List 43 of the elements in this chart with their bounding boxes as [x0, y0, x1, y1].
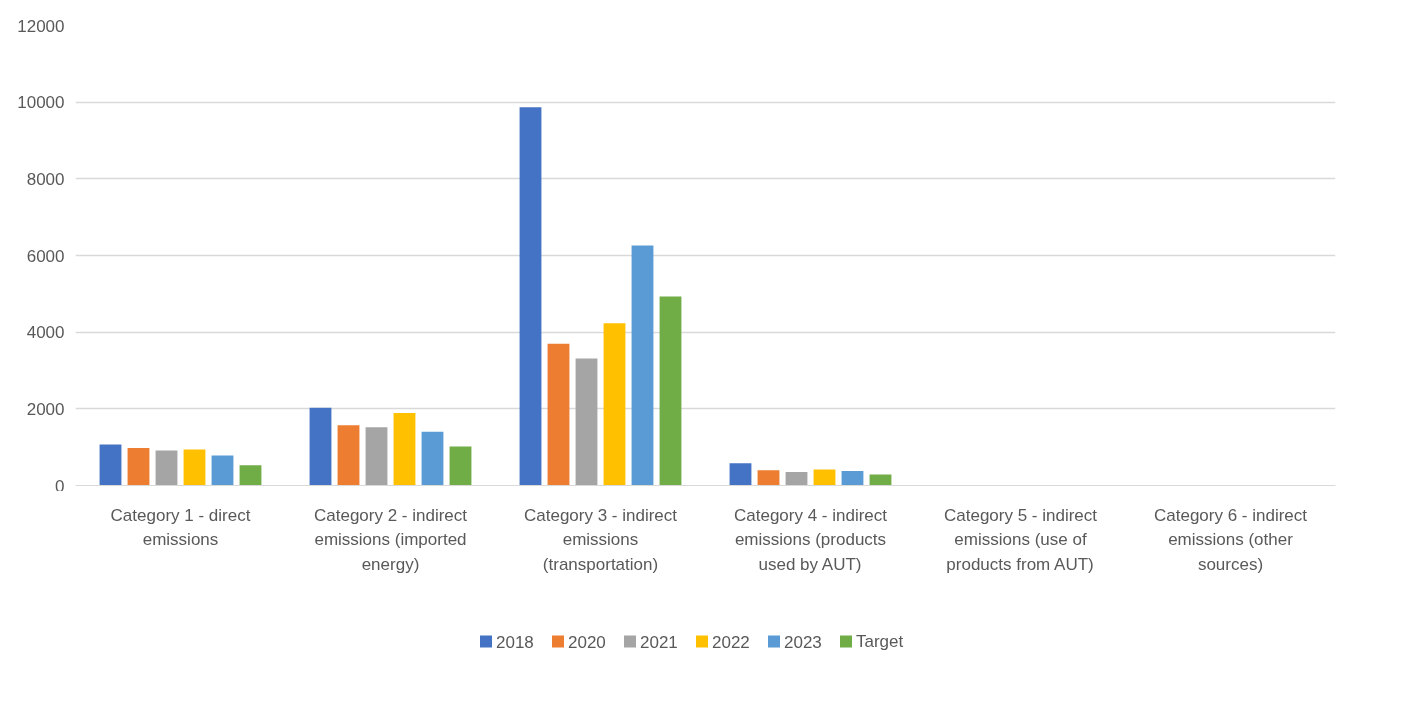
legend-label: 2020 — [568, 632, 606, 652]
y-tick-label: 2000 — [26, 399, 65, 419]
bar — [813, 469, 836, 486]
y-tick-label: 12000 — [17, 16, 65, 36]
legend-label: 2022 — [712, 632, 750, 652]
bar — [603, 323, 626, 486]
bar — [757, 470, 780, 486]
bar — [631, 245, 654, 486]
bar — [659, 296, 682, 486]
bar — [547, 343, 570, 486]
x-tick-label: Category 5 - indirect emissions (use of products from AUT) — [943, 505, 1098, 574]
bar — [869, 474, 892, 486]
bar — [393, 413, 416, 486]
bar — [309, 407, 332, 486]
y-tick-label: 0 — [55, 476, 65, 496]
bar — [575, 358, 598, 486]
bar — [785, 472, 808, 486]
bar — [211, 455, 234, 486]
y-tick-label: 6000 — [26, 246, 65, 266]
x-tick-label: Category 6 - indirect emissions (other sources) — [1153, 505, 1308, 574]
bar — [155, 450, 178, 486]
legend-label: 2021 — [640, 632, 678, 652]
x-tick-label: Category 2 - indirect emissions (imported energy) — [313, 505, 468, 574]
y-tick-label: 8000 — [26, 169, 65, 189]
x-tick-label: Category 1 - direct emissions — [110, 505, 251, 550]
y-tick-label: 10000 — [17, 93, 65, 113]
bar — [841, 470, 864, 486]
bar — [183, 449, 206, 486]
x-tick-label: Category 4 - indirect emissions (products used by AUT) — [733, 505, 888, 574]
bar — [449, 446, 472, 486]
bar — [99, 444, 122, 486]
bar — [729, 463, 752, 486]
x-tick-label: Category 3 - indirect emissions (transportation) — [523, 505, 678, 574]
bar — [127, 447, 150, 486]
bar — [519, 107, 542, 486]
bar — [365, 427, 388, 486]
legend-label: 2018 — [496, 632, 534, 652]
legend-label: 2023 — [784, 632, 822, 652]
bar — [337, 425, 360, 486]
legend-label: Target — [856, 632, 904, 651]
bar — [239, 465, 262, 486]
y-tick-label: 4000 — [26, 323, 65, 343]
bar — [421, 431, 444, 486]
